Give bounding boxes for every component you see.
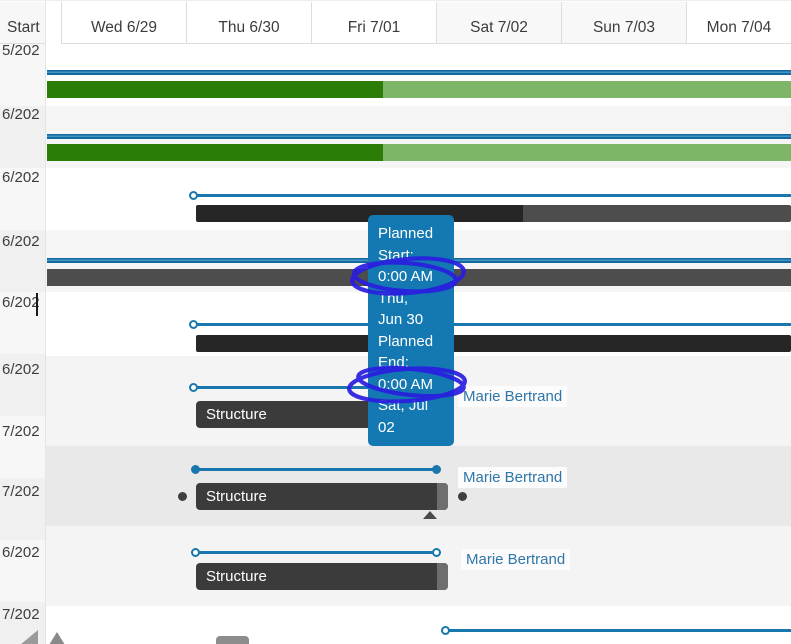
task-bar-dark[interactable] <box>196 205 791 222</box>
tooltip-line: Planned <box>378 225 434 242</box>
planned-line <box>191 548 441 557</box>
assignee-link[interactable]: Marie Bertrand <box>458 467 568 488</box>
task-bar-green[interactable] <box>47 144 791 161</box>
left-panel-row <box>0 230 45 292</box>
task-bar-label: Structure <box>206 406 267 423</box>
milestone-dot <box>191 465 200 474</box>
panel-divider <box>45 1 46 644</box>
planned-line <box>47 70 791 75</box>
tooltip-line: Start: <box>378 246 414 264</box>
milestone-ring <box>189 320 198 329</box>
milestone-ring <box>441 626 450 635</box>
start-date-cell[interactable]: 6/202 <box>2 361 40 378</box>
start-date-cell[interactable]: 6/202 <box>2 544 40 561</box>
start-date-cell[interactable]: 7/202 <box>2 483 40 500</box>
tooltip-line: Jun 30 <box>378 311 424 328</box>
start-date-cell[interactable]: 6/202 <box>2 233 40 250</box>
task-bar-structure-selected[interactable]: Structure <box>196 483 448 510</box>
planned-line <box>189 320 791 329</box>
planned-line <box>441 626 791 635</box>
start-date-cell[interactable]: 5/202 <box>2 42 40 59</box>
left-panel-row <box>0 540 45 602</box>
milestone-dot <box>432 465 441 474</box>
left-panel-row <box>0 478 45 540</box>
text-cursor <box>36 293 38 316</box>
task-bar-label: Structure <box>206 488 267 505</box>
start-column-header: Start <box>0 2 45 44</box>
tooltip-line: Thu, <box>378 289 409 307</box>
planned-line <box>189 383 448 392</box>
header-day-wed: Wed 6/29 <box>61 2 186 44</box>
tooltip-line: Sat, Jul <box>378 397 429 414</box>
milestone-ring <box>432 548 441 557</box>
drag-handle-right[interactable] <box>458 492 467 501</box>
task-bar-green[interactable] <box>47 81 791 98</box>
start-date-cell[interactable]: 6/202 <box>2 106 40 123</box>
tooltip-line: 0:00 AM <box>378 268 434 285</box>
start-date-cell[interactable]: 7/202 <box>2 423 40 440</box>
task-bar-cap <box>437 563 448 590</box>
header-day-thu: Thu 6/30 <box>186 2 311 44</box>
task-bar-structure[interactable]: Structure <box>196 563 448 590</box>
header-day-sat: Sat 7/02 <box>436 2 561 44</box>
tooltip-line: 02 <box>378 418 395 436</box>
tooltip-planned-dates: Planned Start: 0:00 AM Thu, Jun 30 Plann… <box>368 215 454 446</box>
tooltip-line: 0:00 AM <box>378 375 434 393</box>
task-bar-black[interactable] <box>196 335 791 352</box>
scrollbar-thumb[interactable] <box>216 636 249 644</box>
tooltip-line: End: <box>378 354 409 371</box>
task-bar-cap <box>437 483 448 510</box>
start-date-cell[interactable]: 6/202 <box>2 294 40 311</box>
planned-line <box>47 134 791 139</box>
header-day-sun: Sun 7/03 <box>561 2 686 44</box>
assignee-link[interactable]: Marie Bertrand <box>458 386 568 407</box>
header-day-fri: Fri 7/01 <box>311 2 436 44</box>
row-band <box>46 606 791 644</box>
start-date-cell[interactable]: 7/202 <box>2 606 40 623</box>
left-panel-row <box>0 44 45 106</box>
milestone-ring <box>189 383 198 392</box>
left-panel-row <box>0 416 45 478</box>
header-day-mon: Mon 7/04 <box>686 2 791 44</box>
planned-line <box>189 191 791 200</box>
progress-handle[interactable] <box>423 511 437 519</box>
task-bar-label: Structure <box>206 568 267 585</box>
drag-handle-left[interactable] <box>178 492 187 501</box>
start-date-cell[interactable]: 6/202 <box>2 169 40 186</box>
planned-line-selected <box>191 465 441 474</box>
tooltip-line: Planned <box>378 332 434 350</box>
milestone-ring <box>189 191 198 200</box>
left-panel-row <box>0 106 45 168</box>
left-panel-row <box>0 354 45 416</box>
milestone-ring <box>191 548 200 557</box>
assignee-link[interactable]: Marie Bertrand <box>461 549 571 570</box>
left-panel-row <box>0 168 45 230</box>
